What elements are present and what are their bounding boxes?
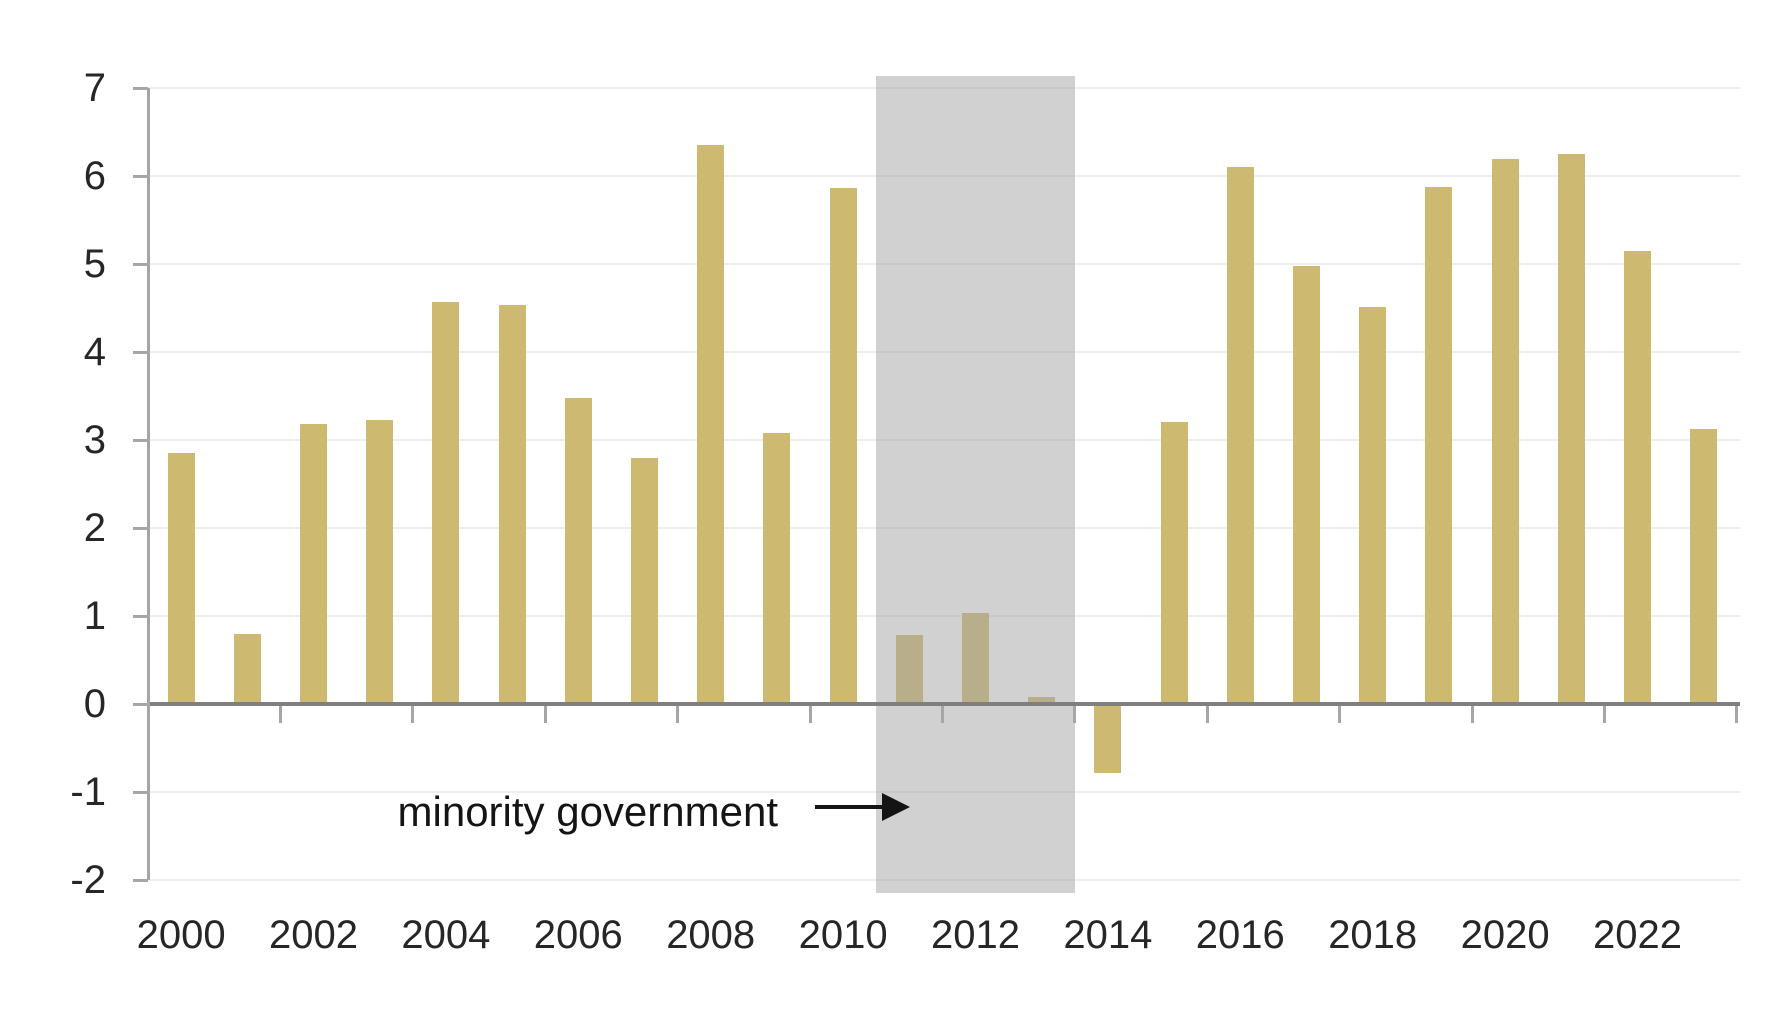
bar-2006 [564, 397, 592, 704]
y-tick-4 [133, 350, 148, 354]
bar-2017 [1293, 265, 1320, 704]
bar-2007 [631, 458, 658, 704]
x-axis-label-2020: 2020 [1460, 913, 1550, 957]
y-axis-label--1: -1 [70, 770, 106, 814]
x-axis-label-2010: 2010 [798, 913, 888, 957]
bar-2023 [1690, 428, 1718, 704]
bar-2015 [1160, 422, 1188, 704]
bar-2009 [763, 432, 791, 704]
bar-2002 [300, 424, 327, 704]
x-axis-zero-line [148, 702, 1740, 706]
bar-2014 [1094, 704, 1122, 773]
bar-2019 [1425, 186, 1453, 704]
bar-2008 [697, 145, 725, 704]
bar-2001 [233, 633, 261, 704]
x-tick-5 [808, 706, 812, 723]
y-axis-label-0: 0 [83, 682, 106, 726]
bar-2016 [1226, 167, 1254, 704]
y-tick-2 [133, 526, 148, 530]
y-tick-1 [133, 614, 148, 618]
y-tick-7 [133, 86, 148, 90]
bar-2010 [829, 188, 857, 704]
x-axis-label-2022: 2022 [1593, 913, 1682, 957]
x-axis-label-2018: 2018 [1328, 913, 1418, 957]
y-tick-0 [133, 702, 148, 706]
x-axis-label-2008: 2008 [666, 913, 756, 957]
bar-2018 [1359, 307, 1387, 704]
bar-2005 [498, 305, 526, 704]
y-axis-label-1: 1 [83, 594, 106, 638]
x-axis-label-2000: 2000 [136, 913, 226, 957]
annotation-arrow-head-icon [882, 793, 910, 821]
y-tick--2 [133, 878, 148, 882]
x-tick-4 [676, 706, 680, 723]
y-axis-label-6: 6 [83, 154, 106, 198]
y-tick--1 [133, 790, 148, 794]
bar-2003 [366, 419, 394, 704]
y-axis-label-7: 7 [83, 66, 106, 110]
x-tick-10 [1470, 706, 1474, 723]
x-tick-8 [1205, 706, 1209, 723]
y-axis-label-2: 2 [83, 506, 106, 550]
x-tick-11 [1602, 706, 1606, 723]
y-axis-label-3: 3 [83, 418, 106, 462]
y-axis-line [146, 88, 150, 880]
x-tick-7 [1073, 706, 1077, 723]
x-axis-label-2012: 2012 [931, 913, 1020, 957]
y-tick-6 [133, 174, 148, 178]
x-tick-2 [411, 706, 415, 723]
annotation-arrow-shaft [815, 805, 884, 809]
x-tick-6 [940, 706, 944, 723]
x-axis-label-2002: 2002 [269, 913, 358, 957]
y-axis-label-4: 4 [83, 330, 106, 374]
annotation-minority-government: minority government [397, 788, 778, 835]
x-axis-label-2016: 2016 [1195, 913, 1285, 957]
x-tick-1 [278, 706, 282, 723]
x-axis-label-2004: 2004 [401, 913, 491, 957]
y-tick-3 [133, 438, 148, 442]
bar-2021 [1557, 154, 1585, 704]
x-tick-9 [1338, 706, 1342, 723]
bar-2004 [432, 301, 460, 704]
shaded-region-minority-government [876, 76, 1075, 893]
x-axis-label-2006: 2006 [533, 913, 623, 957]
y-axis-label-5: 5 [83, 242, 106, 286]
x-tick-3 [543, 706, 547, 723]
bar-2022 [1624, 250, 1651, 704]
bar-2020 [1491, 159, 1519, 704]
x-tick-12 [1735, 706, 1739, 723]
x-axis-label-2014: 2014 [1063, 913, 1153, 957]
bar-2000 [167, 453, 195, 704]
x-tick-0 [146, 706, 150, 723]
y-axis-label--2: -2 [70, 858, 106, 902]
y-tick-5 [133, 262, 148, 266]
